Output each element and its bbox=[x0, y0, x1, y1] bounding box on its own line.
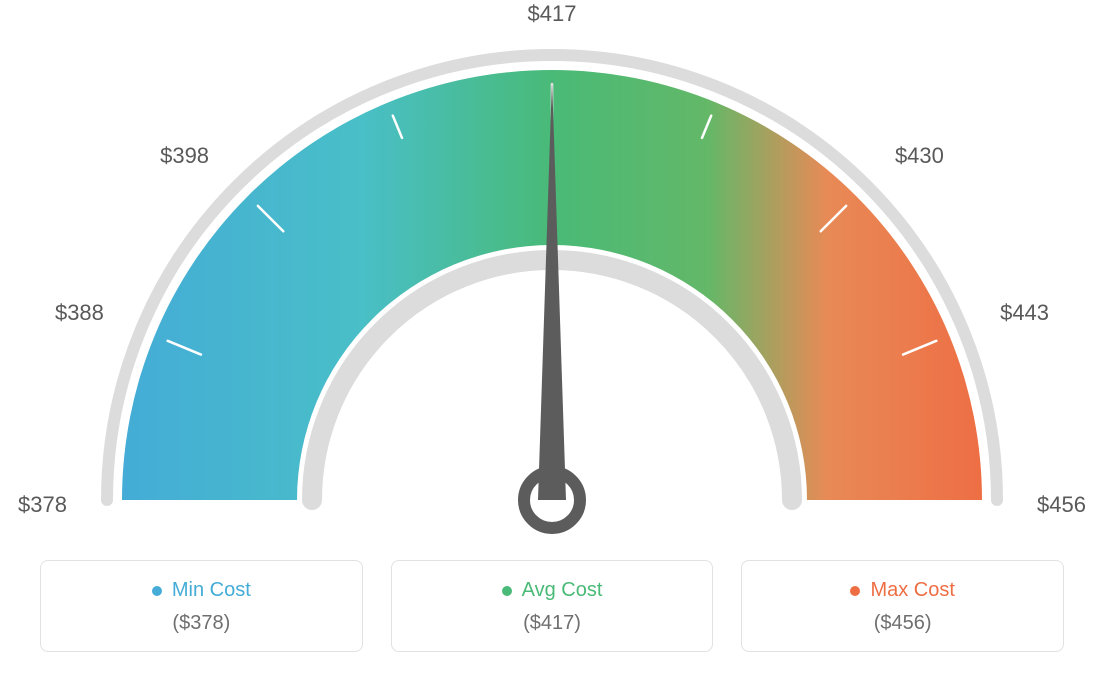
svg-text:$388: $388 bbox=[55, 300, 104, 325]
legend-dot-max bbox=[850, 586, 860, 596]
svg-text:$398: $398 bbox=[160, 143, 209, 168]
legend-row: Min Cost ($378) Avg Cost ($417) Max Cost… bbox=[0, 560, 1104, 676]
legend-label-max: Max Cost bbox=[870, 579, 954, 602]
legend-dot-avg bbox=[502, 586, 512, 596]
svg-text:$378: $378 bbox=[18, 492, 67, 517]
legend-value-max: ($456) bbox=[752, 612, 1053, 635]
legend-value-min: ($378) bbox=[51, 612, 352, 635]
legend-value-avg: ($417) bbox=[402, 612, 703, 635]
svg-text:$430: $430 bbox=[895, 143, 944, 168]
legend-card-max: Max Cost ($456) bbox=[741, 560, 1064, 652]
svg-text:$417: $417 bbox=[528, 1, 577, 26]
legend-label-min: Min Cost bbox=[172, 579, 251, 602]
legend-card-avg: Avg Cost ($417) bbox=[391, 560, 714, 652]
legend-card-min: Min Cost ($378) bbox=[40, 560, 363, 652]
legend-dot-min bbox=[152, 586, 162, 596]
svg-text:$443: $443 bbox=[1000, 300, 1049, 325]
cost-gauge-chart: $378 $388 $398 $417 $430 $443 $456 bbox=[0, 0, 1104, 560]
svg-text:$456: $456 bbox=[1037, 492, 1086, 517]
legend-label-avg: Avg Cost bbox=[522, 579, 603, 602]
